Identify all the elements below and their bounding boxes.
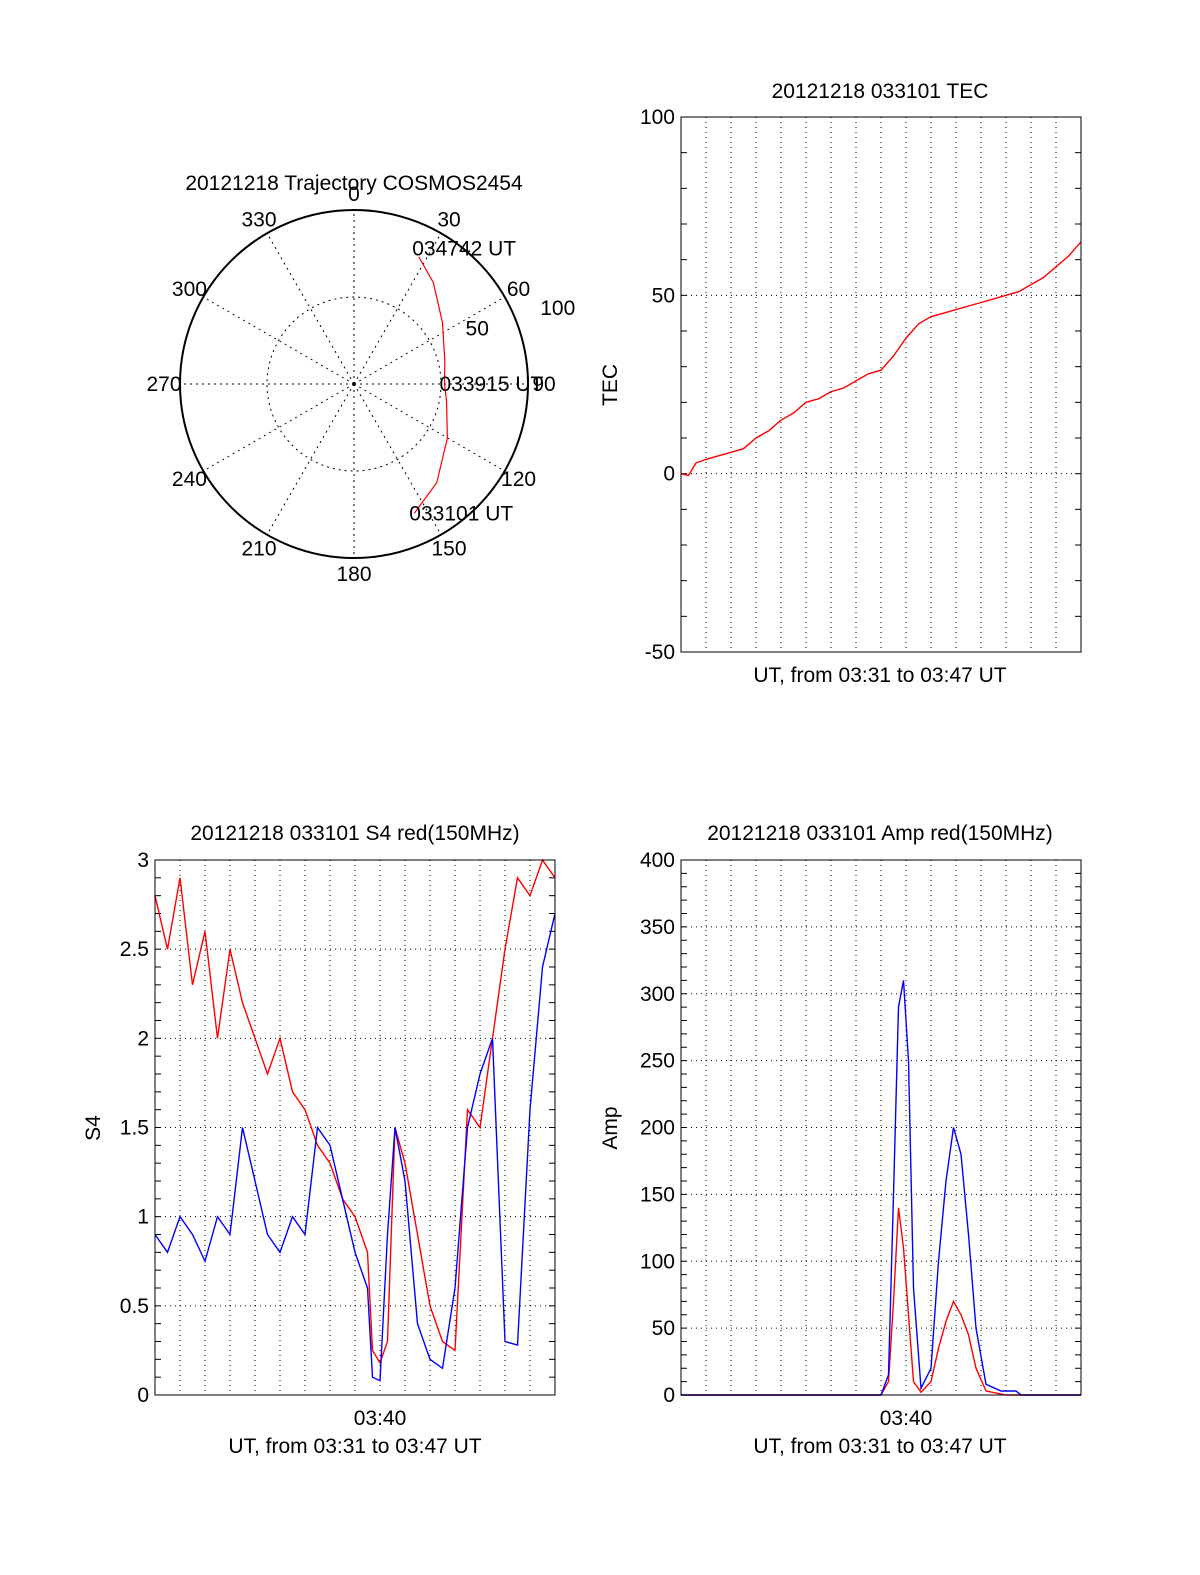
polar-spoke [353, 296, 505, 385]
polar-spoke [266, 383, 355, 535]
amp-y-tick-label: 100 [640, 1250, 675, 1273]
amp-chart: 20121218 033101 Amp red(150MHz) 400 350 30… [599, 822, 1082, 1458]
amp-x-axis-label: UT, from 03:31 to 03:47 UT [753, 1435, 1006, 1458]
polar-spoke [266, 233, 355, 385]
tec-y-tick-label: 100 [640, 106, 675, 129]
polar-spoke [203, 296, 355, 385]
polar-trajectory-chart: 20121218 Trajectory COSMOS2454 0 30 60 90 12… [146, 172, 575, 586]
amp-y-tick-label: 50 [652, 1317, 675, 1340]
amp-y-tick-label: 350 [640, 916, 675, 939]
amp-y-tick-label: 250 [640, 1050, 675, 1073]
s4-plot-frame [154, 859, 556, 1396]
polar-grid [179, 209, 529, 559]
s4-grid [155, 859, 555, 1396]
polar-trajectory-line [413, 256, 449, 514]
s4-y-tick-label: 2 [137, 1027, 149, 1050]
s4-series-line [154, 913, 556, 1382]
s4-x-ticks: 03:40 [354, 1407, 407, 1430]
polar-time-label: 034742 UT [412, 237, 516, 260]
s4-y-tick-label: 2.5 [120, 938, 149, 961]
tec-chart: 20121218 033101 TEC 100 50 0 -50 UT, from 0… [599, 80, 1082, 687]
s4-y-tick-label: 0 [137, 1384, 149, 1407]
s4-y-tick-label: 3 [137, 849, 149, 872]
tec-y-ticks: 100 50 0 -50 [640, 106, 675, 664]
s4-y-tick-label: 0.5 [120, 1295, 149, 1318]
polar-spoke [353, 233, 442, 385]
amp-y-axis-label: Amp [599, 1106, 622, 1149]
polar-time-label: 033101 UT [409, 502, 513, 525]
tec-y-tick-label: 50 [652, 284, 675, 307]
s4-x-axis-label: UT, from 03:31 to 03:47 UT [228, 1435, 481, 1458]
tec-series-line [680, 241, 1082, 477]
s4-series [154, 858, 556, 1382]
s4-y-tick-label: 1 [137, 1206, 149, 1229]
amp-y-tick-label: 150 [640, 1183, 675, 1206]
polar-radial-labels: 50 100 [466, 297, 576, 340]
tec-grid [681, 116, 1081, 653]
polar-angle-label: 330 [241, 208, 276, 231]
polar-angle-label: 150 [431, 538, 466, 561]
tec-plot-frame [680, 116, 1082, 653]
polar-inner-circle [266, 296, 442, 472]
polar-angle-label: 210 [241, 538, 276, 561]
polar-angle-label: 30 [437, 208, 460, 231]
amp-x-ticks: 03:40 [880, 1407, 933, 1430]
amp-y-ticks: 400 350 300 250 200 150 100 50 0 [640, 849, 675, 1407]
amp-plot-frame [680, 859, 1082, 1396]
polar-angle-label: 240 [172, 468, 207, 491]
polar-spoke [203, 383, 355, 472]
amp-series-line [681, 980, 1081, 1396]
tec-series [680, 241, 1082, 477]
tec-x-axis-label: UT, from 03:31 to 03:47 UT [753, 664, 1006, 687]
amp-y-tick-label: 200 [640, 1117, 675, 1140]
polar-angle-label: 0 [348, 183, 360, 206]
s4-y-axis-label: S4 [82, 1115, 105, 1141]
s4-series-line [154, 858, 556, 1365]
polar-angle-labels: 0 30 60 90 120 150 180 210 240 270 300 330 [146, 183, 555, 586]
tec-title: 20121218 033101 TEC [772, 80, 989, 103]
polar-outer-circle [179, 209, 529, 559]
amp-grid [681, 859, 1081, 1396]
polar-angle-label: 270 [146, 373, 181, 396]
s4-y-tick-label: 1.5 [120, 1117, 149, 1140]
polar-angle-label: 90 [532, 373, 555, 396]
amp-title: 20121218 033101 Amp red(150MHz) [707, 822, 1053, 845]
polar-radial-label: 50 [466, 317, 489, 340]
tec-y-axis-label: TEC [599, 364, 622, 406]
polar-angle-label: 60 [507, 278, 530, 301]
polar-series [413, 256, 449, 514]
amp-y-tick-label: 0 [663, 1384, 675, 1407]
polar-angle-label: 180 [336, 563, 371, 586]
s4-x-tick-label: 03:40 [354, 1407, 407, 1430]
amp-x-tick-label: 03:40 [880, 1407, 933, 1430]
tec-y-tick-label: -50 [645, 641, 675, 664]
polar-annotations: 034742 UT 033915 UT 033101 UT [409, 237, 543, 525]
amp-y-tick-label: 400 [640, 849, 675, 872]
polar-time-label: 033915 UT [439, 373, 543, 396]
polar-spoke [353, 383, 505, 472]
s4-chart: 20121218 033101 S4 red(150MHz) 3 2.5 2 1.5 1… [82, 822, 556, 1458]
polar-angle-label: 120 [501, 468, 536, 491]
polar-angle-label: 300 [172, 278, 207, 301]
polar-radial-label: 100 [540, 297, 575, 320]
s4-y-ticks: 3 2.5 2 1.5 1 0.5 0 [120, 849, 149, 1407]
amp-y-tick-label: 300 [640, 983, 675, 1006]
polar-title: 20121218 Trajectory COSMOS2454 [185, 172, 523, 195]
tec-y-tick-label: 0 [663, 463, 675, 486]
s4-title: 20121218 033101 S4 red(150MHz) [190, 822, 519, 845]
amp-series [681, 980, 1081, 1396]
polar-spoke [353, 383, 442, 535]
